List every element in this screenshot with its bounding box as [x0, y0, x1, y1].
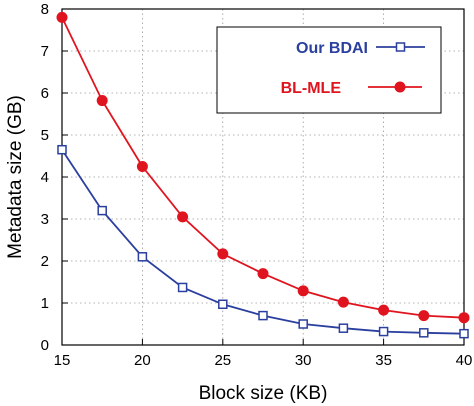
data-point-our-bdai — [258, 310, 268, 321]
data-point-bl-mle — [418, 310, 430, 322]
data-point-bl-mle — [257, 268, 269, 280]
legend-marker-our-bdai — [395, 42, 406, 52]
y-tick-label: 2 — [41, 253, 49, 270]
y-tick-label: 3 — [41, 211, 49, 228]
data-point-our-bdai — [419, 328, 429, 338]
series-bl-mle — [56, 11, 470, 324]
data-point-bl-mle — [378, 304, 390, 316]
x-tick-label: 40 — [456, 352, 473, 369]
data-point-our-bdai — [137, 252, 148, 262]
data-point-bl-mle — [297, 285, 309, 297]
y-tick-label: 5 — [41, 127, 49, 144]
data-point-our-bdai — [378, 326, 389, 337]
data-point-our-bdai — [338, 323, 349, 333]
axis-ticks: 0 1 2 3 4 5 6 7 8 15 20 25 30 35 40 — [41, 1, 473, 369]
data-point-bl-mle — [458, 312, 470, 324]
data-point-bl-mle — [177, 211, 189, 223]
y-tick-label: 7 — [41, 43, 49, 60]
y-axis-label: Metadata size (GB) — [5, 95, 26, 259]
y-tick-label: 4 — [41, 169, 49, 186]
legend-label-our-bdai: Our BDAI — [296, 40, 368, 57]
legend-marker-bl-mle — [394, 81, 406, 93]
y-tick-label: 8 — [41, 1, 49, 18]
data-point-bl-mle — [136, 161, 148, 172]
y-tick-label: 6 — [41, 85, 49, 102]
data-point-our-bdai — [57, 144, 67, 155]
data-point-bl-mle — [217, 248, 229, 260]
legend-label-bl-mle: BL-MLE — [281, 80, 342, 97]
data-point-bl-mle — [337, 296, 349, 308]
data-point-our-bdai — [459, 328, 469, 339]
x-tick-label: 25 — [214, 352, 231, 369]
series-layer — [56, 11, 470, 339]
x-tick-label: 30 — [295, 352, 312, 369]
x-tick-label: 20 — [134, 352, 151, 369]
legend-box — [216, 26, 442, 114]
legend: Our BDAI BL-MLE — [216, 26, 442, 114]
x-tick-label: 35 — [375, 352, 392, 369]
data-point-our-bdai — [218, 299, 228, 310]
y-tick-label: 1 — [41, 295, 49, 312]
data-point-bl-mle — [56, 11, 68, 23]
data-point-our-bdai — [177, 282, 188, 293]
y-tick-label: 0 — [41, 337, 49, 354]
data-point-our-bdai — [97, 205, 107, 216]
x-axis-label: Block size (KB) — [199, 383, 328, 404]
data-point-bl-mle — [96, 95, 108, 107]
data-point-our-bdai — [298, 319, 308, 329]
series-our-bdai — [57, 144, 469, 339]
x-tick-label: 15 — [54, 352, 71, 369]
